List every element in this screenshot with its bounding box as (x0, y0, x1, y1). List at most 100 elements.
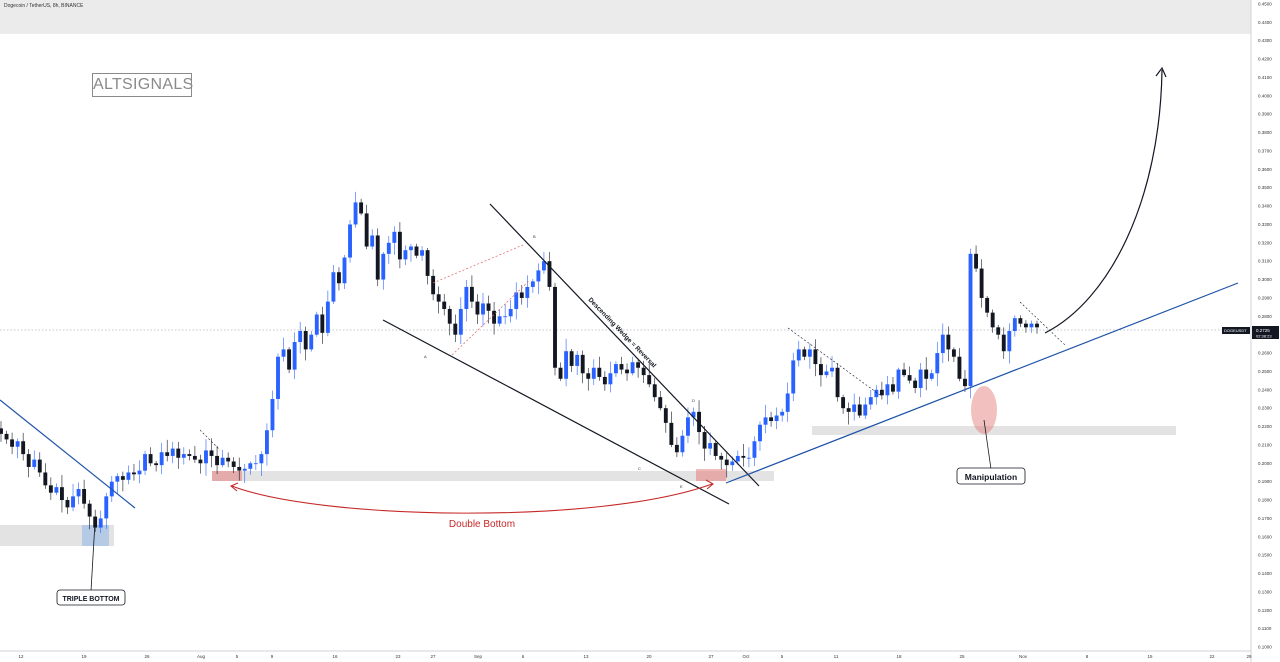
candle-body (763, 417, 768, 425)
candle (503, 303, 508, 325)
candle-body (21, 441, 26, 455)
triple-bottom-label: TRIPLE BOTTOM (62, 596, 119, 603)
candle-body (381, 253, 386, 280)
candle (891, 377, 895, 395)
candle (974, 245, 978, 272)
candle-body (746, 457, 751, 459)
candle (104, 492, 109, 529)
candle-body (990, 312, 995, 328)
candle-body (741, 455, 746, 458)
x-tick-label: 8 (1086, 654, 1089, 659)
candle-body (519, 292, 524, 298)
candle-body (309, 334, 314, 350)
candle (4, 430, 9, 444)
candle-body (857, 404, 862, 416)
candle-body (425, 250, 430, 276)
candle-body (940, 334, 945, 354)
candle (60, 474, 64, 513)
candle (231, 457, 236, 474)
candle-body (929, 373, 934, 379)
candle (320, 306, 325, 344)
candle (386, 236, 391, 264)
candle (508, 299, 513, 323)
candle (796, 340, 801, 367)
triple-bottom-pointer (90, 521, 96, 592)
candle (1023, 320, 1028, 333)
candle (381, 251, 386, 290)
x-tick-label: 15 (1147, 654, 1153, 659)
candle-body (652, 384, 657, 398)
candle-body (541, 261, 546, 271)
candle-body (530, 281, 535, 287)
candle-body (780, 411, 785, 416)
x-tick-label: Nov (1019, 654, 1028, 659)
double-bottom-arrow-head-right (705, 479, 714, 490)
candle-body (115, 476, 120, 482)
y-tick-label: 0.2800 (1258, 314, 1272, 319)
wedge-lower-line (382, 319, 730, 505)
candle (148, 447, 153, 467)
candle-body (774, 415, 779, 422)
candle (154, 460, 159, 472)
candle-body (409, 246, 413, 251)
candle (126, 465, 131, 485)
candle (968, 248, 973, 399)
candle-body (979, 268, 984, 298)
candle (835, 363, 840, 402)
candle (785, 382, 790, 422)
candle (481, 292, 485, 327)
candle-body (209, 450, 214, 456)
candle (752, 436, 757, 467)
last-price-value: 0.2725 (1256, 328, 1270, 333)
symbol-tag (1222, 327, 1250, 334)
candle-body (292, 342, 297, 370)
candle (1029, 320, 1034, 333)
candle-body (868, 397, 873, 405)
candle-body (420, 250, 424, 256)
candle-body (165, 452, 170, 456)
x-tick-label: 13 (583, 654, 589, 659)
candle (220, 449, 225, 468)
wedge-upper-line (489, 203, 760, 487)
candle (702, 426, 707, 461)
candle (924, 357, 929, 391)
candle-body (431, 275, 436, 295)
candle-body (26, 454, 31, 467)
projection-arrow-head (1155, 66, 1167, 78)
y-tick-label: 0.2100 (1258, 442, 1272, 447)
candle-body (841, 397, 846, 409)
candle (253, 454, 258, 470)
candle (342, 254, 347, 289)
candle-body (447, 308, 452, 324)
candle-body (353, 202, 358, 225)
candle-body (996, 327, 1001, 335)
candle (37, 452, 42, 477)
candle-body (54, 487, 59, 493)
x-tick-label: 27 (708, 654, 714, 659)
candle-body (104, 496, 109, 519)
x-tick-label: 25 (959, 654, 965, 659)
candle-body (625, 369, 629, 374)
candle-body (647, 375, 652, 385)
candle-body (724, 459, 729, 466)
x-tick-label: 26 (144, 654, 150, 659)
wave-c-label: C (638, 466, 641, 471)
candle (170, 441, 175, 464)
candle (719, 452, 724, 470)
candle (530, 279, 535, 293)
candle (929, 369, 934, 381)
candle (735, 450, 740, 466)
candle (176, 441, 181, 469)
candle (325, 290, 330, 337)
candle (758, 421, 762, 451)
candle-body (65, 500, 70, 508)
candle (132, 463, 136, 481)
candle-body (375, 235, 380, 280)
candle-body (575, 354, 580, 366)
y-tick-label: 0.3100 (1258, 259, 1272, 264)
candle-body (963, 378, 967, 387)
candle (359, 198, 364, 216)
candle (602, 371, 607, 391)
candle (946, 326, 951, 362)
